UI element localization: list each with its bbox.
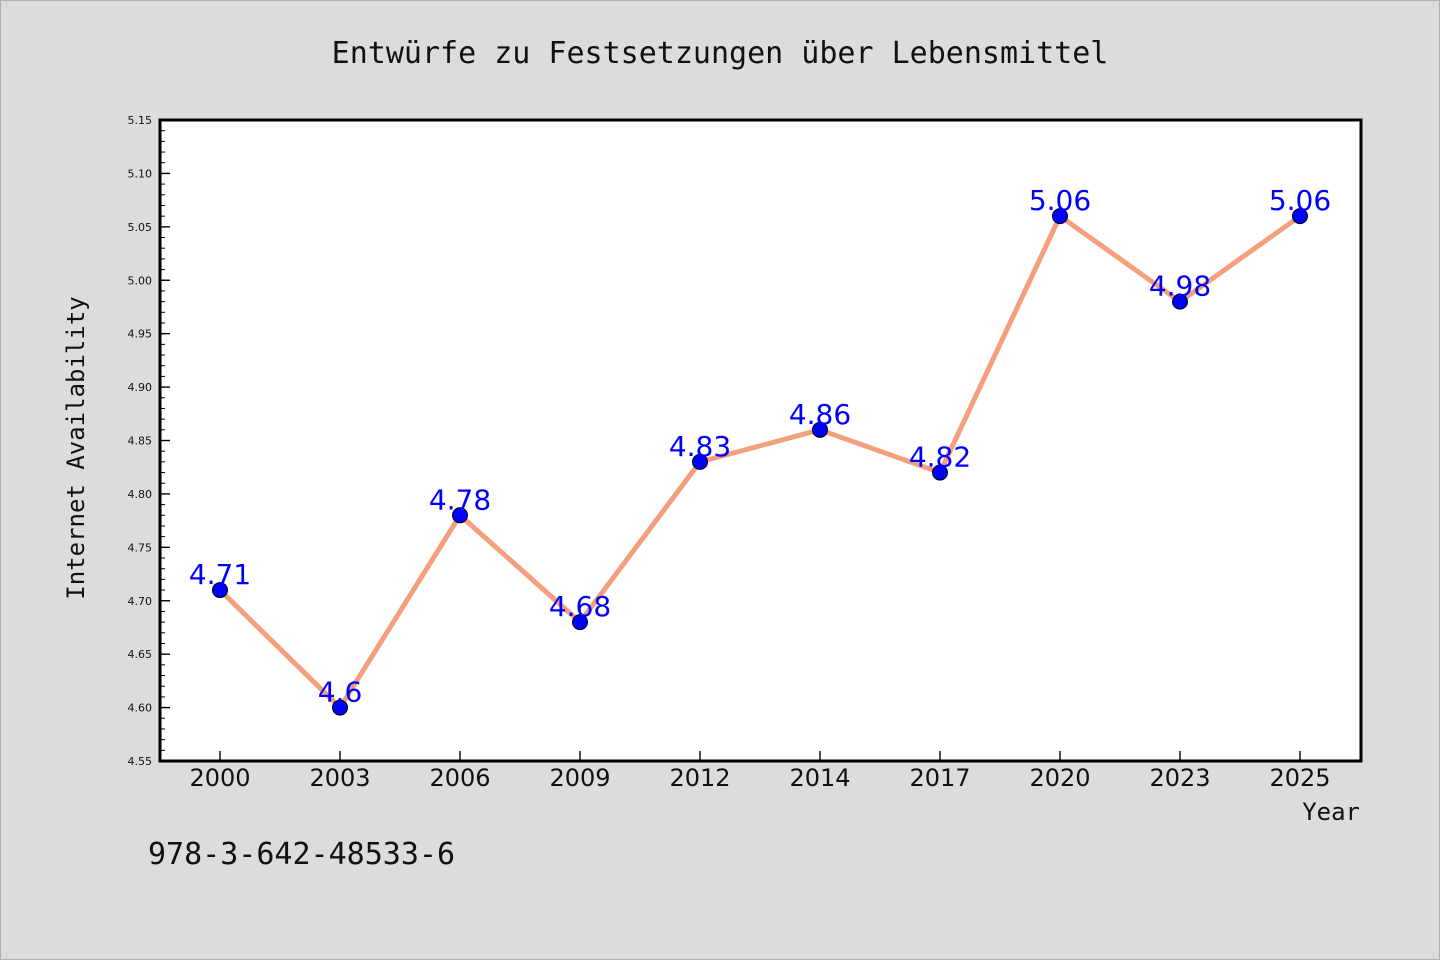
data-label: 4.98: [1149, 270, 1211, 303]
y-tick-label: 5.00: [128, 274, 153, 287]
x-tick-label: 2012: [669, 764, 730, 792]
data-label: 5.06: [1269, 184, 1331, 217]
y-tick-label: 4.85: [128, 435, 153, 448]
data-label: 4.71: [189, 558, 251, 591]
data-label: 4.83: [669, 430, 731, 463]
data-point: [692, 453, 708, 470]
y-tick-label: 4.70: [128, 595, 153, 608]
plot-frame: [158, 118, 1363, 763]
data-label: 4.6: [318, 676, 363, 709]
data-point: [572, 614, 588, 631]
y-tick-label: 4.55: [128, 755, 153, 768]
x-tick-label: 2017: [909, 764, 970, 792]
y-tick-label: 4.75: [128, 541, 153, 554]
data-point: [332, 699, 348, 716]
y-tick-label: 4.90: [128, 381, 153, 394]
isbn-text: 978-3-642-48533-6: [148, 837, 455, 872]
series-line: [218, 213, 1302, 711]
y-tick-label: 5.10: [128, 167, 153, 180]
data-label: 4.82: [909, 441, 971, 474]
y-tick-label: 4.80: [128, 488, 153, 501]
y-tick-label: 4.65: [128, 648, 153, 661]
x-tick-label: 2025: [1269, 764, 1330, 792]
y-tick-label: 4.60: [128, 702, 153, 715]
data-point: [1052, 208, 1068, 225]
data-point: [812, 421, 828, 438]
x-tick-label: 2000: [189, 764, 250, 792]
x-tick-label: 2003: [309, 764, 370, 792]
chart-title: Entwürfe zu Festsetzungen über Lebensmit…: [332, 36, 1109, 71]
series-group: 4.71 4.6 4.78 4.68 4.83 4.86 4.82 5.06 4.98 5.06: [189, 184, 1331, 716]
data-point: [932, 464, 948, 481]
x-tick-label: 2023: [1149, 764, 1210, 792]
plot-area: [160, 120, 1361, 761]
x-axis: 2000 2003 2006 2009 2012 2014 2017 2020 2023 2025: [189, 751, 1331, 792]
data-point: [1292, 208, 1308, 225]
y-axis-label: Internet Availability: [62, 296, 90, 599]
data-point: [1172, 293, 1188, 310]
data-label: 4.68: [549, 590, 611, 623]
x-tick-label: 2020: [1029, 764, 1090, 792]
data-label: 5.06: [1029, 184, 1091, 217]
x-axis-label: Year: [1302, 798, 1360, 826]
x-tick-label: 2009: [549, 764, 610, 792]
x-tick-label: 2006: [429, 764, 490, 792]
y-tick-label: 5.15: [128, 114, 153, 127]
y-tick-label: 4.95: [128, 328, 153, 341]
data-label: 4.86: [789, 398, 851, 431]
data-point: [212, 582, 228, 599]
data-label: 4.78: [429, 483, 491, 516]
x-tick-label: 2014: [789, 764, 850, 792]
y-tick-label: 5.05: [128, 221, 153, 234]
data-point: [452, 507, 468, 524]
